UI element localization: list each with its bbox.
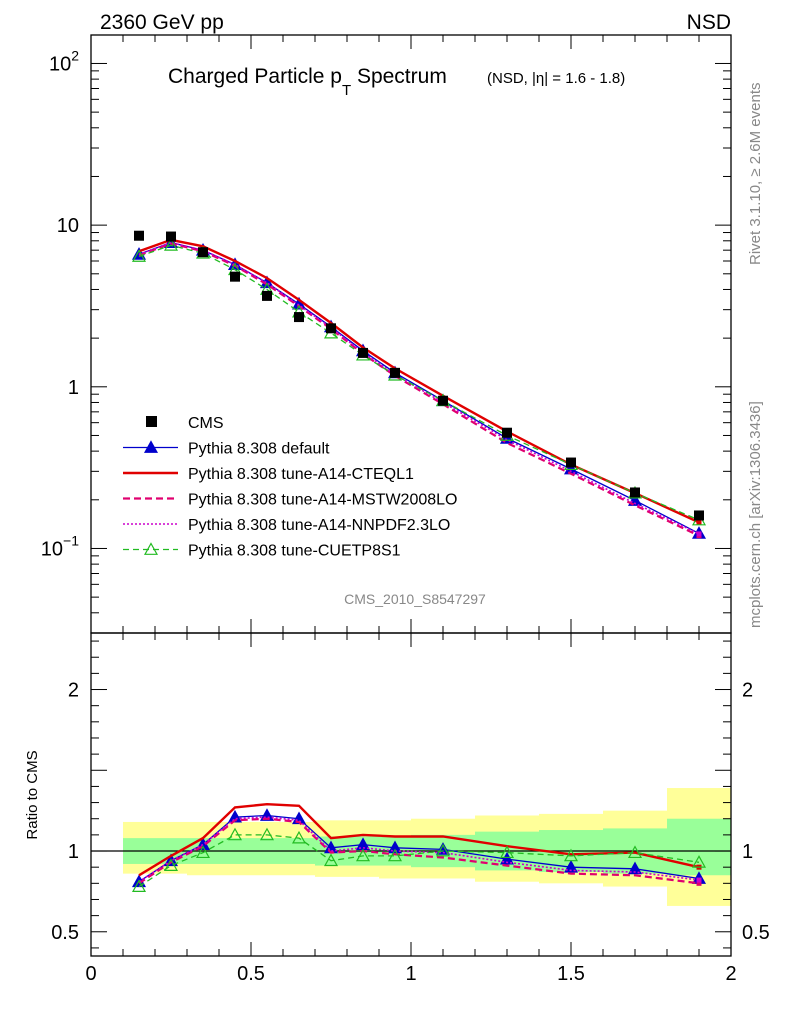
main-data-point [198, 247, 208, 258]
ratio-line-mstw [138, 817, 700, 885]
ratio-line-nnpdf [138, 816, 700, 883]
ratio-marker-cuetp8s1 [435, 843, 451, 857]
analysis-tag: CMS_2010_S8547297 [344, 591, 486, 607]
ratio-marker-default [227, 809, 243, 823]
main-data-point [630, 487, 640, 498]
ratio-marker-cuetp8s1 [691, 855, 707, 868]
main-data-point [262, 290, 272, 301]
legend-label: Pythia 8.308 tune-A14-MSTW2008LO [188, 492, 457, 509]
x-tick-label: 2 [725, 963, 736, 985]
legend-label: Pythia 8.308 default [188, 441, 330, 458]
main-line-mstw [138, 242, 700, 537]
rivet-version-label: Rivet 3.1.10, ≥ 2.6M events [747, 83, 764, 266]
ratio-marker-default [627, 861, 643, 875]
ratio-y-tick-label: 0.5 [742, 922, 770, 944]
legend-label: CMS [188, 415, 224, 432]
ratio-y-tick-label: 2 [742, 680, 753, 702]
main-data-point [502, 427, 512, 438]
legend-entry: Pythia 8.308 tune-A14-MSTW2008LO [123, 492, 457, 509]
legend-entry: CMS [146, 415, 224, 432]
y-tick-label: 10 [57, 215, 79, 237]
ratio-y-tick-label: 1 [68, 841, 79, 863]
ratio-marker-cuetp8s1 [499, 845, 515, 859]
ratio-axis-label: Ratio to CMS [24, 750, 41, 839]
ratio-line-cteql1 [138, 802, 700, 877]
main-marker-cteql1 [696, 519, 702, 525]
ratio-marker-default [563, 859, 579, 873]
ratio-marker-cuetp8s1 [627, 845, 643, 859]
ratio-marker-cuetp8s1 [195, 845, 211, 859]
legend-entry: Pythia 8.308 default [123, 440, 330, 458]
ratio-y-tick-label: 1 [742, 841, 753, 863]
legend-swatch [146, 416, 157, 427]
ratio-marker-mstw [696, 880, 702, 886]
main-marker-cuetp8s1 [163, 238, 179, 251]
ratio-frame [90, 632, 732, 957]
y-tick-label: 10−1 [41, 532, 79, 560]
legend-marker [143, 542, 159, 555]
ratio-marker-nnpdf [696, 877, 702, 883]
legend-marker [143, 440, 159, 453]
header-process: NSD [687, 11, 731, 34]
legend-entry: Pythia 8.308 tune-A14-NNPDF2.3LO [123, 517, 450, 534]
main-frame [90, 34, 732, 634]
mcplots-source-label: mcplots.cern.ch [arXiv:1306.3436] [747, 401, 764, 628]
legend-label: Pythia 8.308 tune-A14-NNPDF2.3LO [188, 517, 450, 534]
ratio-marker-cuetp8s1 [355, 848, 371, 862]
main-data-point [134, 230, 144, 241]
ratio-line-cuetp8s1 [138, 834, 700, 888]
main-marker-cuetp8s1 [131, 249, 147, 262]
legend-label: Pythia 8.308 tune-A14-CTEQL1 [188, 466, 414, 483]
ratio-marker-cuetp8s1 [387, 848, 403, 862]
ratio-marker-cuetp8s1 [163, 858, 179, 871]
y-tick-label: 1 [68, 377, 79, 399]
ratio-y-tick-label: 2 [68, 680, 79, 702]
ratio-marker-cuetp8s1 [323, 853, 339, 867]
x-tick-label: 1.5 [557, 963, 585, 985]
ratio-y-tick-label: 0.5 [51, 922, 79, 944]
main-data-point [326, 323, 336, 334]
ratio-marker-cuetp8s1 [131, 879, 147, 892]
legend-entry: Pythia 8.308 tune-CUETP8S1 [123, 542, 401, 560]
x-tick-label: 1 [405, 963, 416, 985]
legend: CMS Pythia 8.308 default Pythia 8.308 tune… [123, 415, 457, 560]
ratio-panel: 0 0.5 1 1.5 2 0.5 0.5 1 1 2 2 [51, 632, 770, 985]
ratio-marker-cuetp8s1 [227, 827, 243, 841]
main-data-point [390, 367, 400, 378]
ratio-marker-default [387, 840, 403, 854]
y-tick-label: 102 [49, 47, 79, 75]
main-data-point [358, 347, 368, 358]
main-line-nnpdf [138, 241, 700, 535]
ratio-marker-cuetp8s1 [291, 830, 307, 844]
legend-label: Pythia 8.308 tune-CUETP8S1 [188, 543, 401, 560]
main-data-point [166, 231, 176, 242]
main-data-point [694, 510, 704, 521]
main-panel: 10−1 1 10 102 [41, 34, 732, 956]
ratio-marker-cuetp8s1 [563, 848, 579, 862]
main-marker-nnpdf [696, 531, 702, 537]
main-data-point [230, 271, 240, 282]
x-tick-label: 0 [85, 963, 96, 985]
header-energy: 2360 GeV pp [100, 11, 224, 34]
ratio-marker-cuetp8s1 [259, 827, 275, 841]
main-data-point [294, 312, 304, 323]
chart-title-extra: (NSD, |η| = 1.6 - 1.8) [487, 70, 625, 87]
main-data-point [438, 395, 448, 406]
x-tick-label: 0.5 [237, 963, 265, 985]
main-data-point [566, 457, 576, 468]
chart-title: Charged Particle pT Spectrum [168, 65, 447, 99]
legend-entry: Pythia 8.308 tune-A14-CTEQL1 [123, 466, 414, 483]
